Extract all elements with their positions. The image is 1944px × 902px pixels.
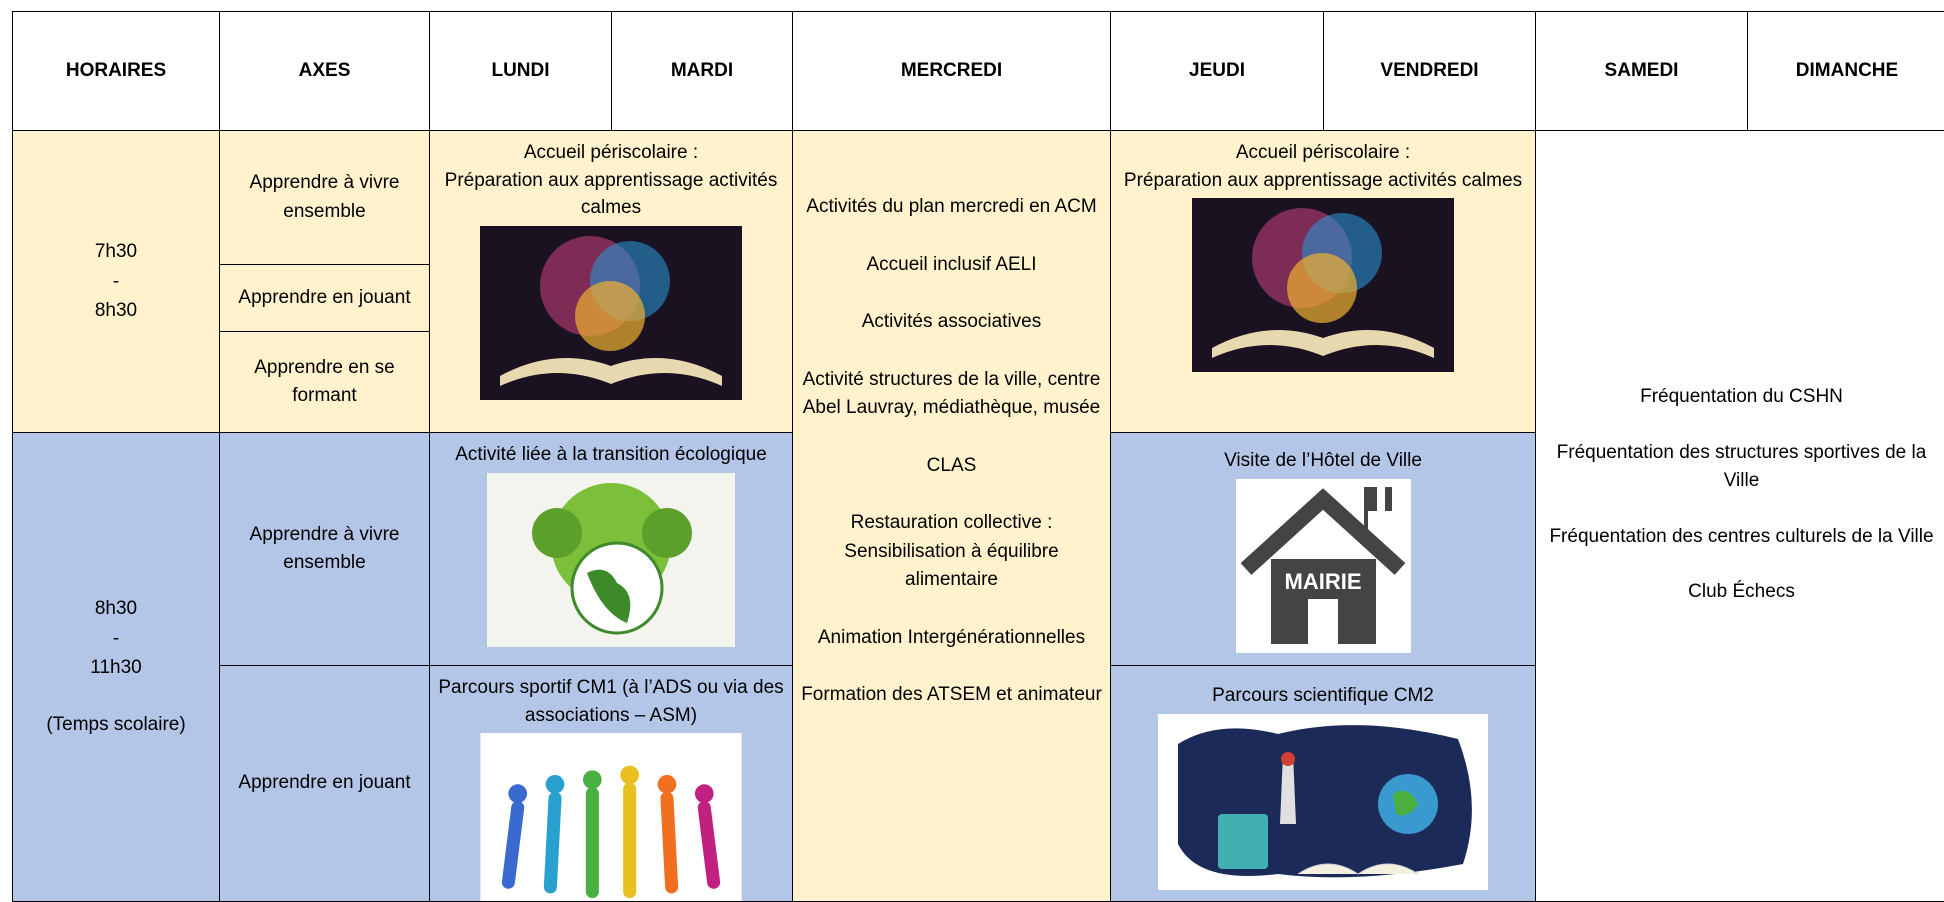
activity-text: Fréquentation des structures sportives d… (1556, 441, 1927, 492)
time-cell: 8h30 - 11h30 (Temps scolaire) (12, 432, 220, 902)
activity-text: CLAS (926, 454, 977, 476)
header-cell: DIMANCHE (1747, 11, 1944, 131)
time-note: (Temps scolaire) (46, 714, 186, 736)
book-image (480, 225, 742, 400)
time: 7h30 (94, 241, 138, 263)
header-cell: MERCREDI (792, 11, 1111, 131)
time: - (112, 627, 120, 649)
header-cell: SAMEDI (1535, 11, 1748, 131)
activity-cell: Parcours sportif CM1 (à l’ADS ou via des… (429, 665, 793, 902)
activity-text: Animation Intergénérationnelles (817, 626, 1086, 648)
globe-image (487, 472, 735, 647)
header-cell: JEUDI (1110, 11, 1324, 131)
activity-text: Activités associatives (861, 311, 1042, 332)
activity-cell: Activité liée à la transition écologique (429, 432, 793, 666)
activity-text: Fréquentation des centres culturels de l… (1549, 525, 1934, 547)
time: 8h30 (94, 598, 138, 620)
mairie-sign: MAIRIE (1284, 569, 1361, 594)
activity-text: Préparation aux apprentissage activités … (1123, 169, 1523, 191)
activity-text: Parcours scientifique CM2 (1212, 685, 1434, 706)
activity-text: Fréquentation du CSHN (1640, 386, 1843, 407)
book-image (1192, 198, 1454, 373)
activity-text: Visite de l’Hôtel de Ville (1224, 450, 1422, 471)
header-cell: LUNDI (429, 11, 612, 131)
activity-text: Activité structures de la ville, centre … (802, 368, 1101, 419)
time: - (112, 270, 120, 292)
header-cell: HORAIRES (12, 11, 220, 131)
axis-cell: Apprendre en jouant (219, 264, 430, 332)
activity-text: Formation des ATSEM et animateur (801, 684, 1102, 705)
activity-text: Activités du plan mercredi en ACM (806, 196, 1097, 217)
wednesday-cell: Activités du plan mercredi en ACM Accuei… (792, 130, 1111, 902)
activity-text: Accueil inclusif AELI (866, 253, 1037, 275)
weekend-cell: Fréquentation du CSHN Fréquentation des … (1535, 130, 1944, 902)
activity-text: Activité liée à la transition écologique (455, 444, 767, 465)
header-cell: AXES (219, 11, 430, 131)
activity-text: Préparation aux apprentissage activités … (444, 169, 778, 219)
activity-cell: Parcours scientifique CM2 (1110, 665, 1536, 902)
axis-cell: Apprendre en jouant (219, 665, 430, 902)
activity-text: Club Échecs (1688, 581, 1795, 602)
mairie-image: MAIRIE (1235, 478, 1411, 653)
axis-cell: Apprendre à vivre ensemble (219, 130, 430, 265)
activity-text: Accueil périscolaire : (1235, 142, 1411, 163)
sport-image (480, 733, 742, 901)
activity-cell: Visite de l’Hôtel de Ville MAIRIE (1110, 432, 1536, 666)
activity-text: Parcours sportif CM1 (à l’ADS ou via des… (438, 677, 784, 726)
activity-cell: Accueil périscolaire : Préparation aux a… (429, 130, 793, 433)
time: 8h30 (94, 300, 138, 322)
header-cell: VENDREDI (1323, 11, 1536, 131)
axis-cell: Apprendre en se formant (219, 331, 430, 433)
activity-text: Accueil périscolaire : (523, 142, 699, 163)
science-image (1158, 713, 1488, 890)
activity-text: Restauration collective : Sensibilisatio… (844, 512, 1059, 590)
activity-cell: Accueil périscolaire : Préparation aux a… (1110, 130, 1536, 433)
time: 11h30 (90, 657, 142, 678)
time-cell: 7h30 - 8h30 (12, 130, 220, 433)
axis-cell: Apprendre à vivre ensemble (219, 432, 430, 666)
header-cell: MARDI (611, 11, 793, 131)
